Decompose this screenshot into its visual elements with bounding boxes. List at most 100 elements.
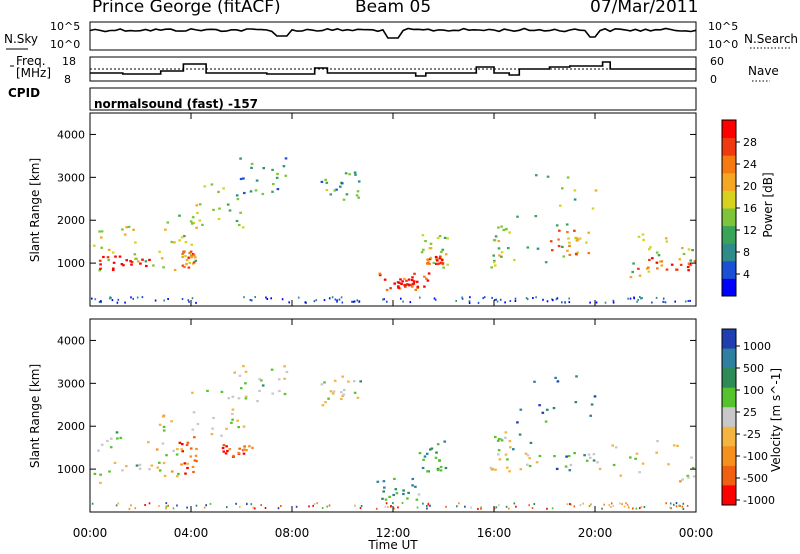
heatmap-cell [261, 192, 265, 196]
heatmap-cell [528, 504, 530, 507]
heatmap-cell [100, 236, 103, 239]
heatmap-cell [565, 223, 569, 226]
heatmap-cell [538, 404, 541, 407]
heatmap-cell [531, 507, 534, 509]
heatmap-cell [190, 243, 193, 246]
heatmap-cell [657, 254, 661, 257]
heatmap-cell [393, 282, 396, 285]
heatmap-cell [134, 241, 137, 244]
heatmap-cell [496, 300, 499, 303]
heatmap-cell [189, 256, 193, 259]
heatmap-cell [165, 505, 168, 508]
heatmap-cell [245, 449, 248, 452]
heatmap-cell [325, 181, 329, 184]
heatmap-cell [574, 401, 578, 404]
heatmap-cell [470, 506, 472, 509]
heatmap-cell [333, 189, 337, 192]
heatmap-cell [497, 226, 500, 229]
freq-tick-bottom: 8 [64, 73, 71, 86]
heatmap-cell [400, 282, 403, 285]
heatmap-cell [321, 404, 325, 407]
heatmap-cell [482, 297, 484, 300]
nsearch-label: N.Search [744, 32, 799, 46]
heatmap-cell [189, 447, 193, 450]
station-title: Prince George (fitACF) [92, 0, 281, 17]
heatmap-cell [184, 241, 188, 244]
heatmap-cell [397, 285, 400, 288]
heatmap-cell [686, 474, 690, 477]
heatmap-cell [664, 237, 668, 240]
heatmap-cell [356, 396, 360, 399]
heatmap-cell [246, 503, 248, 506]
heatmap-cell [435, 451, 438, 454]
heatmap-cell [271, 392, 274, 395]
heatmap-cell [397, 506, 399, 509]
heatmap-cell [637, 267, 640, 270]
heatmap-cell [239, 157, 242, 160]
heatmap-cell [587, 252, 591, 255]
heatmap-cell [458, 502, 460, 505]
heatmap-cell [176, 448, 179, 451]
heatmap-cell [402, 492, 405, 496]
heatmap-cell [393, 477, 396, 480]
heatmap-cell [492, 261, 496, 264]
heatmap-cell [162, 266, 165, 269]
heatmap-cell [342, 393, 346, 396]
x-axis-label: Time UT [367, 538, 418, 552]
heatmap-cell [629, 275, 633, 279]
heatmap-cell [243, 296, 245, 299]
heatmap-cell [438, 459, 441, 462]
nave-label: Nave [748, 64, 779, 78]
heatmap-cell [338, 298, 341, 301]
heatmap-cell [261, 384, 265, 387]
heatmap-cell [642, 238, 645, 242]
heatmap-cell [407, 278, 411, 281]
heatmap-cell [162, 429, 166, 432]
heatmap-cell [281, 298, 284, 301]
heatmap-cell [186, 506, 188, 509]
heatmap-cell [347, 380, 350, 383]
freq-tick-top: 18 [62, 55, 76, 68]
axes: 1000 2000 3000 4000 1000 2000 3000 4000 00:00 04:… [57, 113, 713, 540]
heatmap-cell [132, 297, 134, 300]
heatmap-cell [412, 282, 415, 285]
heatmap-cell [218, 207, 221, 210]
heatmap-cell [429, 256, 433, 259]
heatmap-cell [239, 505, 241, 508]
heatmap-cell [595, 301, 598, 304]
heatmap-cell [351, 300, 353, 303]
heatmap-cell [676, 444, 679, 447]
heatmap-cell [434, 255, 438, 259]
heatmap-cell [161, 415, 165, 418]
heatmap-cell [421, 466, 425, 470]
heatmap-cell [283, 392, 287, 396]
heatmap-cell [226, 203, 230, 206]
heatmap-cell [555, 467, 559, 470]
heatmap-cell [409, 283, 412, 286]
heatmap-cell [410, 279, 414, 282]
heatmap-cell [406, 497, 409, 500]
heatmap-cell [446, 237, 449, 240]
heatmap-cell [566, 176, 570, 179]
heatmap-cell [423, 285, 426, 288]
heatmap-cell [222, 187, 225, 190]
colorbar-tick-label: 100 [743, 384, 764, 397]
heatmap-cell [220, 390, 224, 393]
heatmap-cell [516, 421, 519, 424]
heatmap-cell [673, 503, 675, 506]
heatmap-cell [681, 478, 684, 481]
heatmap-cell [178, 239, 181, 242]
heatmap-cell [226, 449, 229, 453]
heatmap-cell [407, 283, 411, 286]
heatmap-cell [239, 211, 242, 214]
heatmap-cell [148, 468, 151, 471]
colorbar-swatch [722, 260, 736, 279]
heatmap-cell [357, 196, 360, 199]
heatmap-cell [514, 297, 517, 300]
heatmap-cell [198, 203, 202, 206]
heatmap-cell [231, 395, 235, 398]
heatmap-cell [574, 236, 577, 239]
heatmap-cell [686, 504, 689, 507]
heatmap-cell [469, 296, 471, 299]
heatmap-cell [183, 235, 186, 238]
